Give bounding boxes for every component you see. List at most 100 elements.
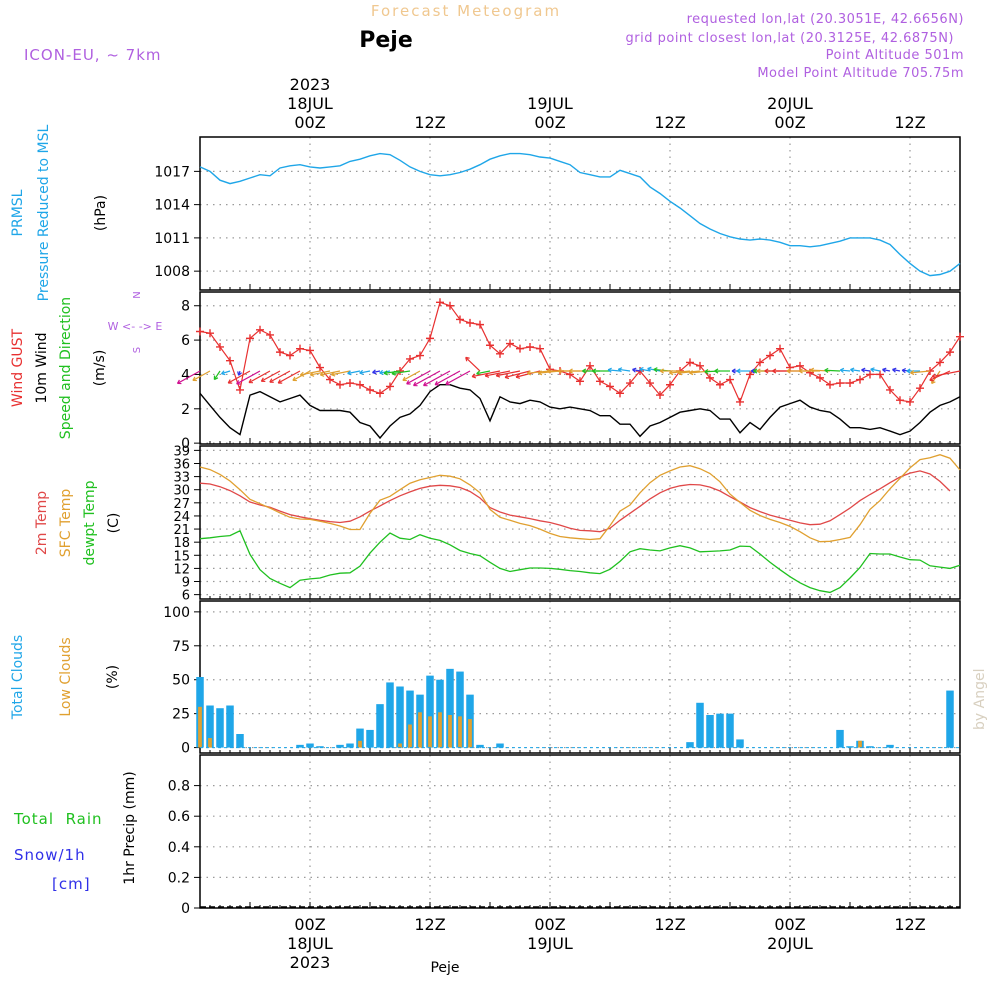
wind-gust-line: [199, 301, 961, 404]
total-cloud-bar: [706, 715, 714, 748]
wind-gust-marker: [896, 396, 904, 405]
temp-ytick-label: 36: [173, 457, 190, 472]
wind-gust-marker: [346, 379, 354, 388]
wind-direction-arrow: [929, 370, 951, 381]
wind-direction-arrow: [423, 370, 451, 387]
model-altitude: Model Point Altitude 705.75m: [757, 66, 964, 81]
wind-gust-marker: [686, 358, 694, 367]
wind-direction-arrowhead: [764, 368, 769, 374]
low-cloud-bar: [358, 740, 362, 748]
wind-direction-arrow: [840, 369, 851, 372]
wind-gust-marker: [586, 361, 594, 370]
temp-ytick-label: 6: [182, 589, 190, 604]
total-cloud-bar: [316, 746, 324, 748]
wind-direction-arrow: [608, 369, 621, 372]
wind-direction-arrowhead: [714, 368, 719, 374]
wind-direction-arrowhead: [647, 366, 652, 372]
wind-direction-arrow: [618, 368, 631, 372]
wind-direction-arrow: [221, 370, 231, 375]
wind-gust-marker: [656, 391, 664, 400]
footer-location: Peje: [430, 960, 459, 976]
wind-labels: Wind GUST 10m Wind Speed and Direction (…: [10, 291, 162, 439]
wind-direction-arrowhead: [260, 377, 266, 383]
wind-direction-arrow: [434, 370, 461, 386]
wind-direction-arrowhead: [213, 375, 219, 381]
compass-n: N: [132, 291, 143, 298]
bottom-axis-label: 00Z: [534, 915, 565, 934]
wind-direction-arrow: [391, 370, 411, 375]
temp-label-sfc: SFC Temp: [58, 489, 74, 558]
clouds-ytick-label: 0: [181, 741, 190, 757]
wind-direction-arrowhead: [750, 368, 755, 374]
wind-direction-arrow: [320, 370, 341, 376]
wind-direction-arrowhead: [592, 368, 597, 374]
wind-direction-arrowhead: [277, 379, 283, 384]
wind-direction-arrowhead: [347, 370, 352, 376]
watermark: by Angel: [972, 669, 988, 730]
pressure-frame: [199, 136, 961, 291]
wind-gust-marker: [766, 351, 774, 360]
wind-direction-arrowhead: [557, 368, 562, 374]
temp-label-2m: 2m Temp: [34, 491, 50, 555]
wind-gust-marker: [596, 377, 604, 386]
wind-direction-arrow: [248, 370, 271, 384]
wind-ytick-label: 0: [181, 436, 190, 452]
wind-direction-arrowhead: [839, 367, 845, 373]
total-cloud-bar: [426, 675, 434, 748]
wind-gust-marker: [646, 379, 654, 388]
low-cloud-bar: [458, 716, 462, 748]
wind-gust-marker: [226, 356, 234, 365]
wind-direction-arrowhead: [372, 369, 377, 375]
wind-direction-arrow: [527, 370, 551, 374]
total-cloud-bar: [206, 705, 214, 748]
wind-direction-arrowhead: [850, 367, 855, 373]
wind-gust-marker: [276, 348, 284, 357]
temp-dewpt-line: [199, 529, 961, 594]
wind-direction-arrow: [213, 370, 221, 380]
wind-gust-marker: [316, 363, 324, 372]
wind-gust-marker: [296, 344, 304, 353]
wind-gust-marker: [236, 385, 244, 394]
wind-gust-marker: [436, 298, 444, 307]
temp-ytick-label: 12: [173, 562, 190, 577]
wind-label-dir: Speed and Direction: [58, 297, 74, 439]
wind-direction-arrowhead: [495, 372, 501, 378]
wind-direction-arrow: [236, 370, 261, 385]
wind-gust-marker: [786, 363, 794, 372]
pressure-label-desc: Pressure Reduced to MSL: [36, 124, 52, 301]
bottom-axis-label: 12Z: [894, 915, 925, 934]
wind-direction-arrow: [882, 368, 891, 372]
wind-gust-marker: [876, 370, 884, 379]
wind-ytick-label: 2: [181, 402, 190, 418]
wind-direction-arrow: [465, 356, 481, 372]
total-cloud-bar: [396, 686, 404, 748]
low-cloud-bar: [418, 712, 422, 748]
wind-direction-arrow: [931, 370, 961, 378]
wind-direction-arrowhead: [391, 370, 396, 376]
top-axis-label: 2023: [290, 75, 331, 94]
wind-direction-arrowhead: [786, 368, 791, 374]
wind-gust-marker: [256, 325, 264, 334]
wind-ytick-label: 6: [181, 333, 190, 349]
wind-gust-marker: [406, 354, 414, 363]
wind-gust-marker: [946, 348, 954, 357]
wind-direction-arrowhead: [413, 381, 418, 387]
low-cloud-bar: [438, 712, 442, 748]
low-cloud-bar: [448, 715, 452, 748]
panels: 1008101110141017024686912151821242730333…: [154, 136, 964, 917]
pressure-unit: (hPa): [93, 195, 109, 231]
wind-direction-arrow: [347, 370, 361, 375]
wind-direction-arrowhead: [901, 367, 906, 374]
wind-direction-arrowhead: [731, 368, 736, 374]
wind-direction-arrowhead: [929, 376, 934, 382]
wind-direction-arrow: [892, 368, 901, 372]
wind-gust-marker: [806, 368, 814, 377]
precip-ytick-label: 0.8: [168, 779, 190, 795]
wind-gust-marker: [246, 334, 254, 343]
wind-gust-marker: [206, 329, 214, 338]
wind-direction-arrowhead: [798, 368, 803, 374]
precip-panel: 0 0.2 0.4 0.6 0.8: [168, 754, 961, 917]
